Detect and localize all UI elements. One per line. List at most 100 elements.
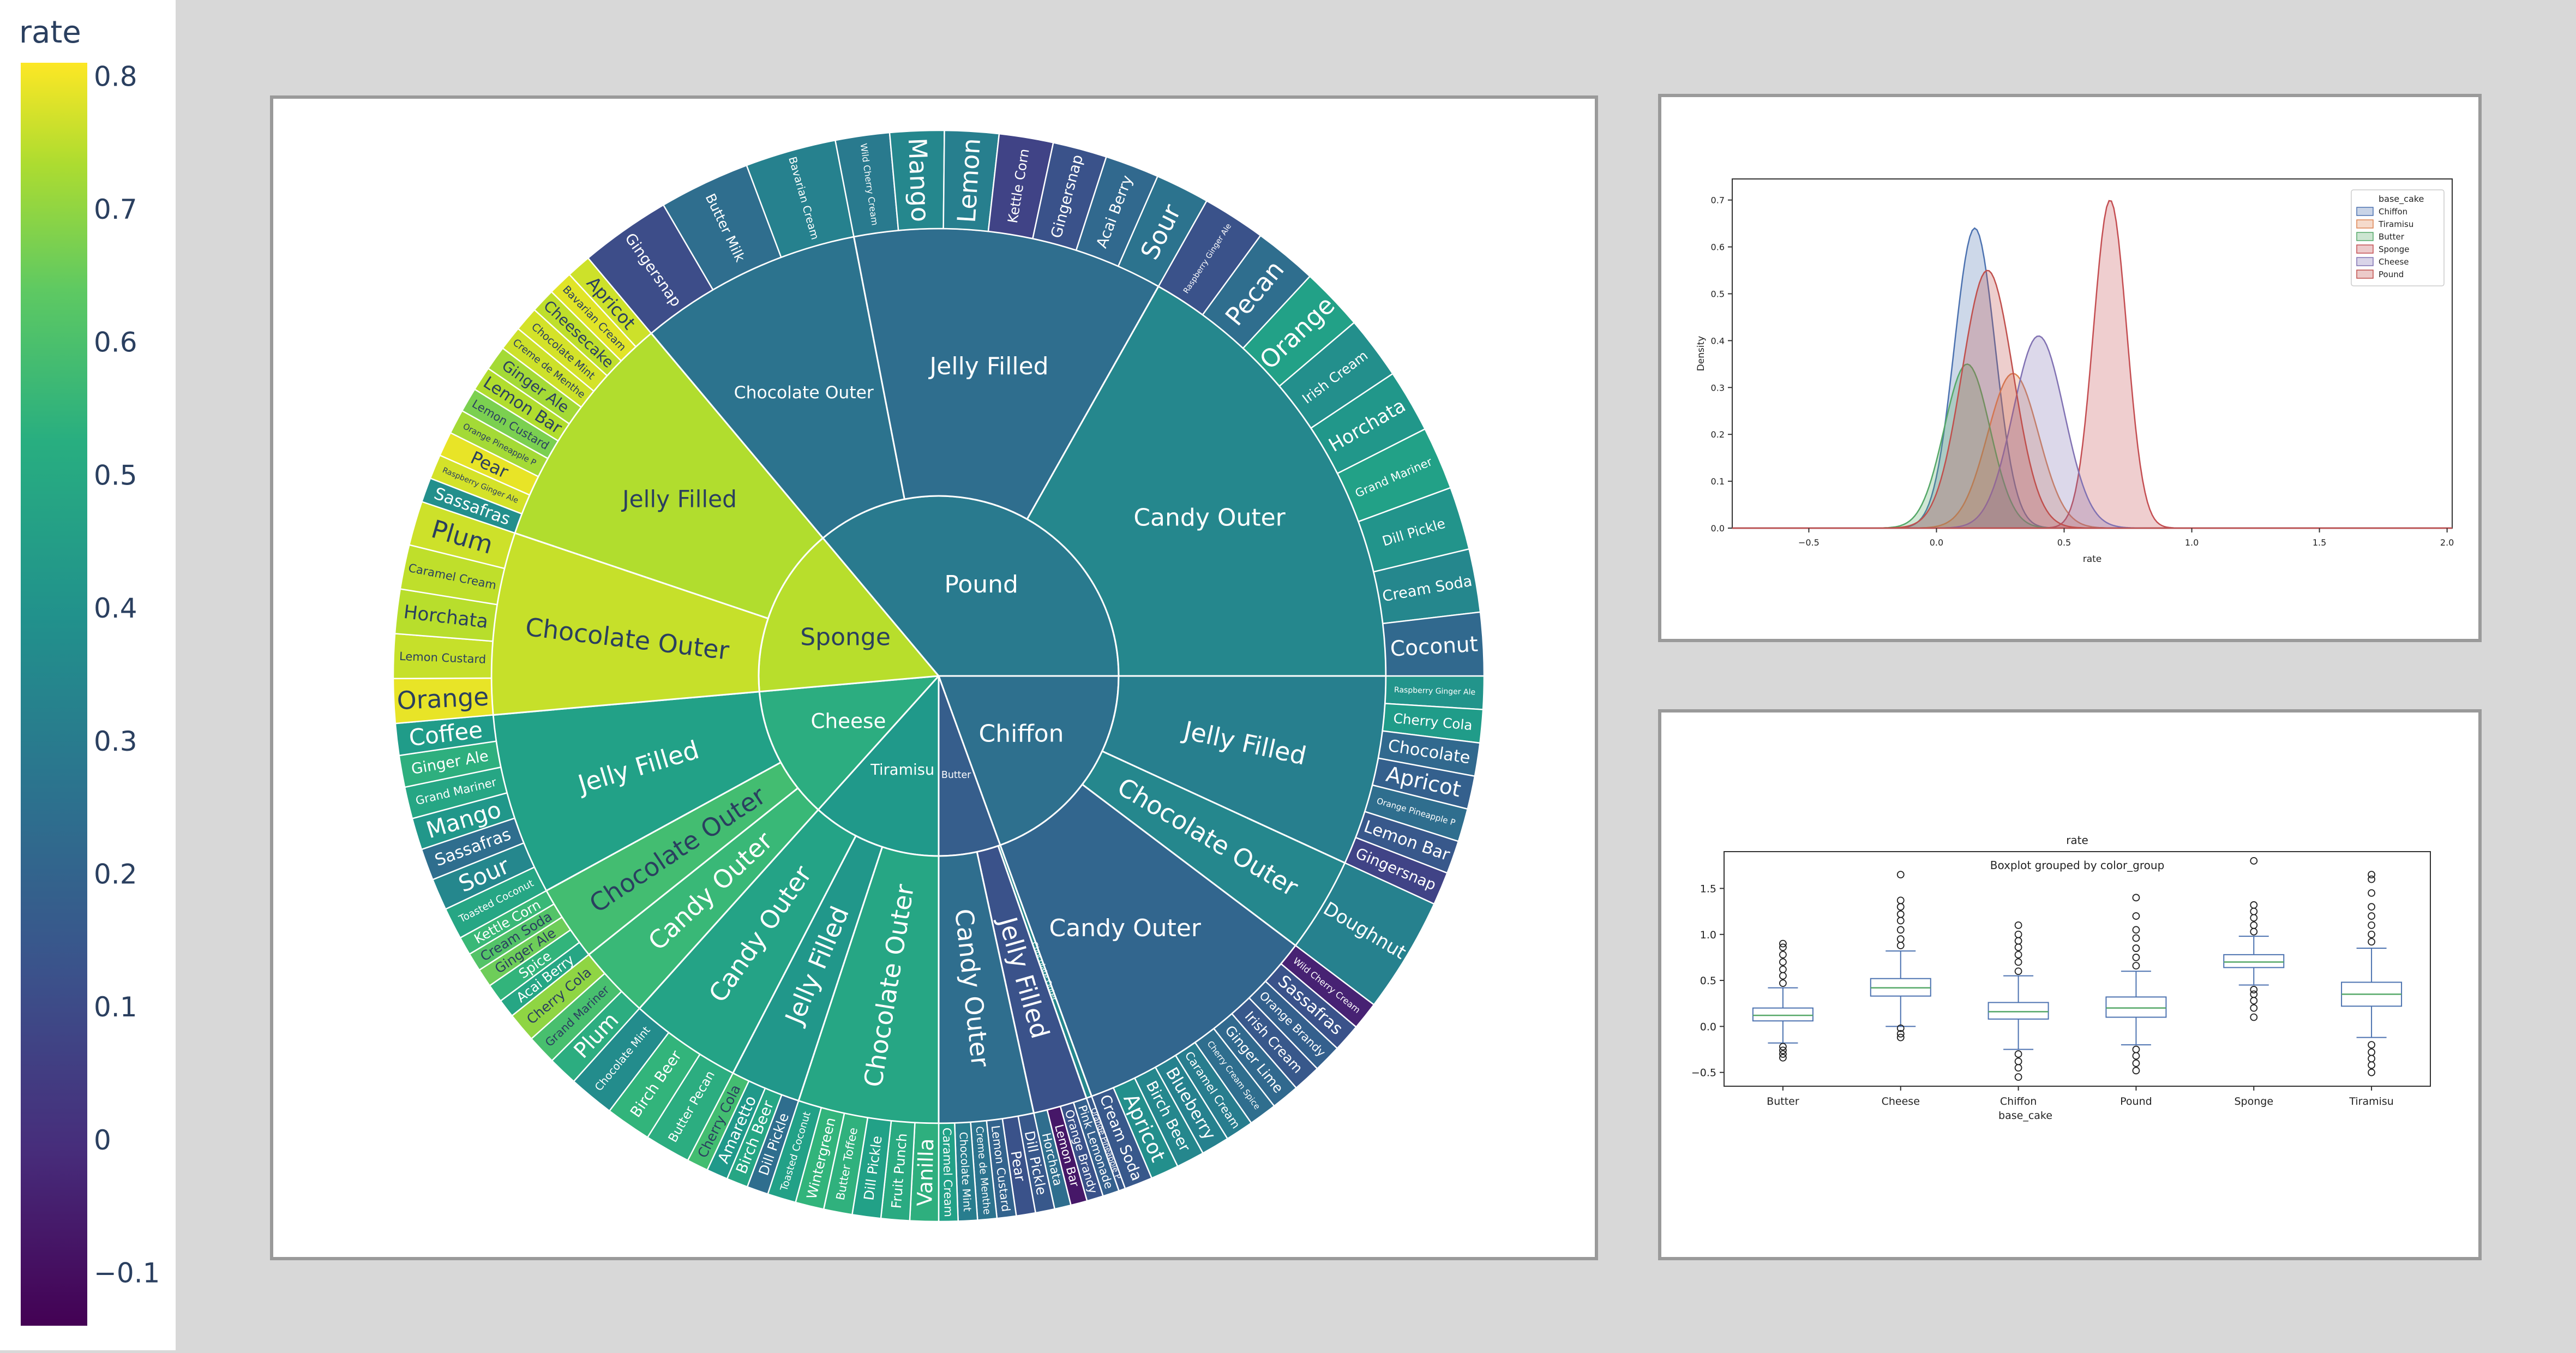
boxplot-outlier — [2014, 1050, 2022, 1058]
colorbar-tick-label: 0.5 — [94, 459, 137, 491]
boxplot-outlier — [2132, 944, 2140, 952]
kde-ytick-label: 0.0 — [1711, 523, 1725, 534]
boxplot-outlier — [1896, 935, 1905, 943]
kde-legend-label: Chiffon — [2379, 207, 2407, 217]
boxplot-outlier — [2132, 894, 2140, 902]
boxplot-outlier — [2368, 1068, 2375, 1076]
boxplot-outlier — [2014, 1073, 2022, 1081]
boxplot-outlier — [2014, 943, 2022, 951]
boxplot-outlier — [1896, 896, 1905, 905]
boxplot-outlier — [1896, 1033, 1905, 1041]
boxplot-ytick-label: −0.5 — [1691, 1067, 1716, 1079]
boxplot-outlier — [1779, 958, 1787, 966]
kde-xtick-label: −0.5 — [1798, 537, 1820, 548]
sunburst-group-label: Jelly Filled — [928, 352, 1048, 380]
boxplot-outlier — [2250, 1013, 2258, 1021]
boxplot-outlier — [2250, 927, 2258, 936]
sunburst-flavor-segment[interactable] — [1382, 611, 1485, 677]
boxplot-outlier — [1896, 871, 1905, 879]
boxplot-outlier — [2368, 912, 2375, 920]
kde-ytick-label: 0.7 — [1711, 195, 1725, 206]
sunburst-group-label: Candy Outer — [1049, 914, 1202, 942]
sunburst-group-label: Jelly Filled — [621, 486, 737, 512]
kde-ylabel: Density — [1696, 336, 1707, 372]
boxplot-outlier — [2250, 914, 2258, 922]
kde-panel: −0.5 0.0 0.5 1.0 1.5 2.0 0.0 0.1 0.2 0.3 0.4 0.5 0.6… — [1658, 94, 2482, 642]
sunburst-group-label: Candy Outer — [1133, 504, 1286, 532]
boxplot-box — [2223, 954, 2285, 968]
boxplot-outlier — [1779, 1046, 1787, 1055]
boxplot-box — [2105, 996, 2167, 1018]
kde-legend-title: base_cake — [2379, 194, 2424, 205]
boxplot-outlier — [1779, 939, 1787, 948]
boxplot-outlier — [2250, 997, 2258, 1005]
sunburst-root-label: Sponge — [800, 624, 891, 651]
boxplot-outlier — [2014, 950, 2022, 959]
kde-legend-swatch — [2356, 270, 2374, 279]
kde-legend-swatch — [2356, 257, 2374, 266]
boxplot-outlier — [1896, 910, 1905, 918]
boxplot-outlier — [1896, 926, 1905, 934]
colorbar-tick-label: 0 — [94, 1124, 111, 1156]
boxplot-ytick-label: 0.0 — [1700, 1021, 1716, 1033]
boxplot-outlier — [2368, 921, 2375, 929]
boxplot-outlier — [2014, 958, 2022, 966]
boxplot-outlier — [2014, 937, 2022, 945]
boxplot-outlier — [2014, 1064, 2022, 1072]
sunburst-flavor-label: Caramel Cream — [940, 1128, 955, 1217]
boxplot-outlier — [1896, 1029, 1905, 1038]
boxplot-axes-frame — [1724, 851, 2431, 1087]
boxplot-panel: rate Boxplot grouped by color_group −0.5 0.… — [1658, 709, 2482, 1260]
boxplot-outlier — [1896, 1024, 1905, 1032]
boxplot-outlier — [2368, 930, 2375, 938]
boxplot-title: rate — [2066, 834, 2088, 847]
boxplot-outlier — [2368, 889, 2375, 897]
boxplot-outlier — [2250, 986, 2258, 993]
kde-legend-swatch — [2356, 232, 2374, 241]
kde-legend-swatch — [2356, 219, 2374, 229]
boxplot-outlier — [2132, 1045, 2140, 1053]
boxplot-outlier — [2368, 871, 2375, 879]
kde-ytick-label: 0.4 — [1711, 336, 1725, 346]
colorbar-tick-label: 0.8 — [94, 61, 137, 92]
boxplot-chart: rate Boxplot grouped by color_group −0.5 0.… — [1691, 834, 2431, 1122]
boxplot-outlier — [2368, 875, 2375, 883]
boxplot-outlier — [2250, 907, 2258, 915]
sunburst-root-label: Pound — [944, 571, 1018, 598]
colorbar-title: rate — [19, 15, 81, 50]
boxplot-ytick-label: 1.0 — [1700, 929, 1716, 941]
boxplot-outlier — [2132, 962, 2140, 969]
kde-legend-label: Cheese — [2379, 257, 2409, 267]
boxplot-outlier — [1779, 979, 1787, 987]
kde-xlabel: rate — [2083, 554, 2102, 565]
boxplot-xtick-label: Butter — [1767, 1095, 1799, 1107]
colorbar-panel: rate 0.8 0.7 0.6 0.5 0.4 0.3 0.2 0.1 0 −0.1 — [0, 0, 176, 1350]
kde-legend — [2351, 189, 2445, 286]
boxplot-outlier — [1896, 903, 1905, 911]
kde-legend-label: Tiramisu — [2378, 219, 2413, 229]
boxplot-outlier — [1779, 950, 1787, 959]
boxplot-outlier — [2368, 938, 2375, 946]
kde-ytick-label: 0.3 — [1711, 382, 1725, 393]
sunburst-root-label: Butter — [941, 770, 971, 781]
kde-xtick-label: 1.0 — [2185, 537, 2199, 548]
kde-xtick-label: 0.0 — [1930, 537, 1943, 548]
sunburst-flavor-label: Coconut — [1390, 632, 1479, 661]
sunburst-root-label: Cheese — [810, 709, 886, 733]
sunburst-root-label: Tiramisu — [870, 762, 934, 779]
boxplot-outlier — [2014, 1057, 2022, 1065]
boxplot-outlier — [2368, 1055, 2375, 1063]
sunburst-flavor-label: Mango — [903, 137, 935, 222]
colorbar-ticks: 0.8 0.7 0.6 0.5 0.4 0.3 0.2 0.1 0 −0.1 — [94, 61, 160, 1289]
sunburst-flavor-label: Raspberry Ginger Ale — [1394, 686, 1475, 697]
colorbar-tick-label: 0.1 — [94, 991, 137, 1023]
boxplot-outlier — [2014, 930, 2022, 938]
kde-xtick-label: 0.5 — [2057, 537, 2071, 548]
boxplot-box — [1752, 1007, 1814, 1022]
sunburst-flavor-label: Lemon — [952, 137, 986, 224]
kde-ytick-label: 0.6 — [1711, 242, 1725, 253]
boxplot-outlier — [1779, 1043, 1787, 1051]
kde-legend-swatch — [2356, 207, 2374, 216]
boxplot-outlier — [2250, 857, 2258, 865]
